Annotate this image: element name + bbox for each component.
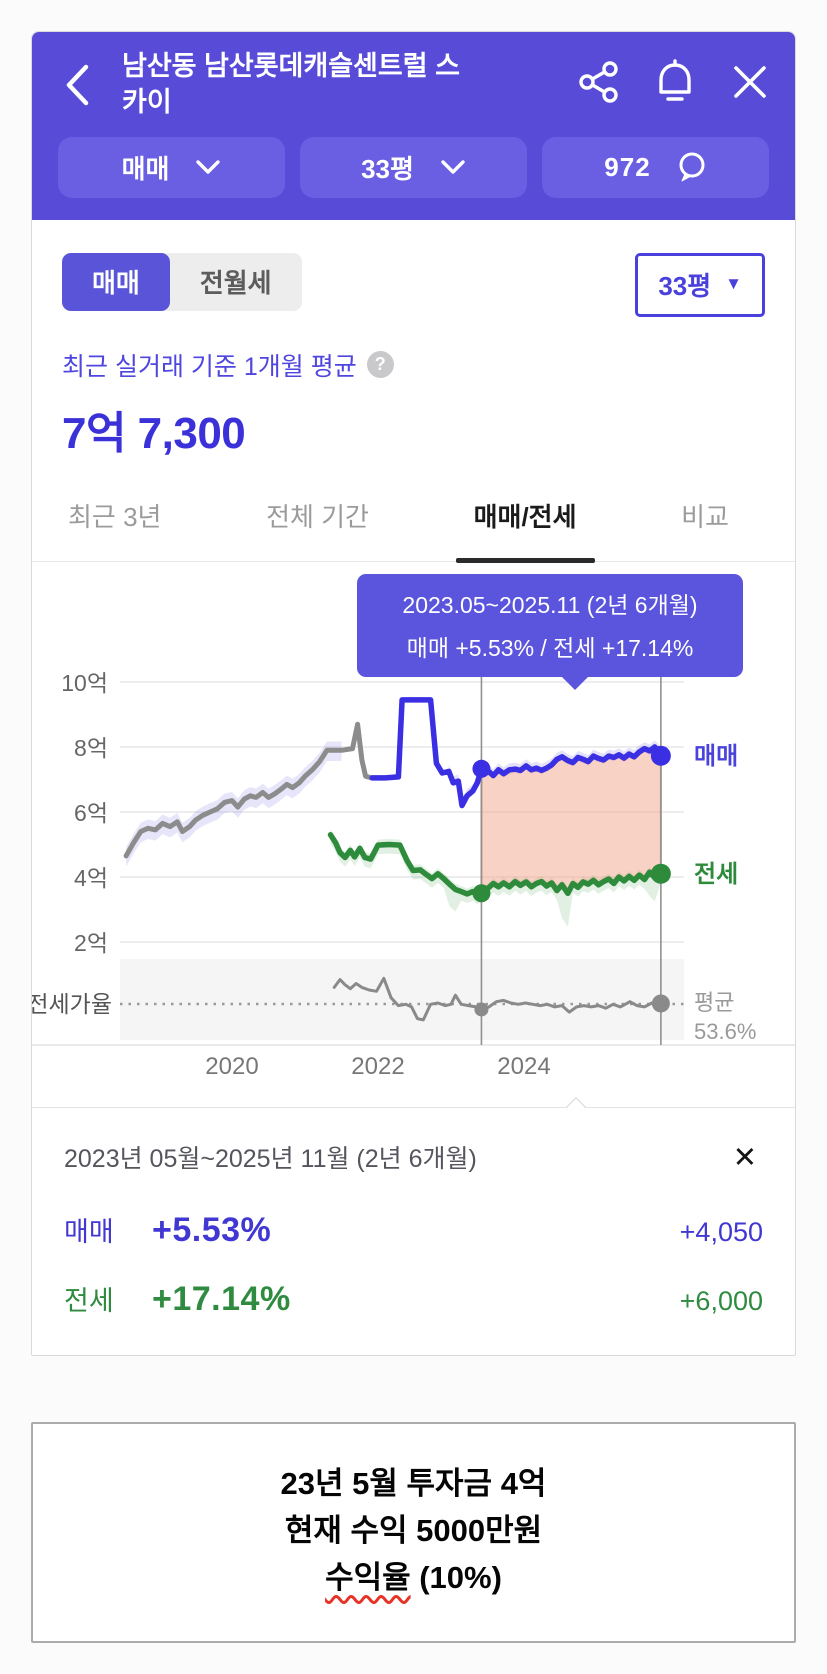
share-button[interactable] xyxy=(579,61,619,103)
toggle-rent[interactable]: 전월세 xyxy=(170,253,302,311)
lease-change-pct: +17.14% xyxy=(152,1279,291,1318)
sale-range-start-marker xyxy=(472,759,491,778)
size-select[interactable]: 33평 ▼ xyxy=(635,252,765,317)
average-price: 7억 7,300 xyxy=(62,408,246,458)
toggle-sale[interactable]: 매매 xyxy=(62,252,170,311)
lease-range-start-marker xyxy=(472,884,491,903)
speech-bubble-icon xyxy=(679,152,705,182)
share-icon xyxy=(579,61,618,103)
lease-series-label: 전세 xyxy=(694,861,738,888)
range-detail-panel: 2023년 05월~2025년 11월 (2년 6개월) ✕ 매매 +5.53%… xyxy=(32,1096,795,1355)
note-underlined-word: 수익율 xyxy=(325,1560,411,1596)
ratio-average-label: 평균 xyxy=(694,990,734,1015)
sale-change-pct: +5.53% xyxy=(152,1210,272,1249)
ratio-axis-label: 전세가율 xyxy=(32,991,112,1017)
chat-count-button[interactable]: 972 xyxy=(542,136,769,198)
range-tooltip-changes: 매매 +5.53% / 전세 +17.14% xyxy=(406,634,694,661)
lease-change-row: 전세 +17.14% +6,000 xyxy=(32,1279,795,1319)
ratio-range-end-marker xyxy=(651,994,670,1013)
x-axis-label: 2020 xyxy=(205,1053,258,1080)
sale-label: 매매 xyxy=(64,1216,114,1247)
app-header: 남산동 남산롯데캐슬센트럴 스카이 xyxy=(32,32,795,220)
y-axis-label: 10억 xyxy=(61,670,108,696)
chevron-down-icon xyxy=(196,160,221,175)
x-axis-label: 2022 xyxy=(351,1053,404,1080)
tab-all-period[interactable]: 전체 기간 xyxy=(264,491,371,561)
trade-type-dropdown[interactable]: 매매 xyxy=(58,136,285,198)
tab-recent-3y[interactable]: 최근 3년 xyxy=(66,491,163,561)
help-icon[interactable]: ? xyxy=(366,351,394,379)
price-trend-chart[interactable]: 2023.05~2025.11 (2년 6개월) 매매 +5.53% / 전세 … xyxy=(32,562,795,1083)
lease-label: 전세 xyxy=(64,1285,114,1316)
dropdown-arrow-icon: ▼ xyxy=(725,274,742,294)
note-line-1: 23년 5월 투자금 4억 xyxy=(280,1465,547,1501)
ratio-strip xyxy=(120,958,684,1040)
y-axis-label: 6억 xyxy=(74,800,108,826)
tooltip-pointer xyxy=(561,675,589,690)
x-axis-label: 2024 xyxy=(497,1053,550,1080)
size-dropdown-header[interactable]: 33평 xyxy=(300,136,527,198)
tab-sale-lease[interactable]: 매매/전세 xyxy=(455,491,595,563)
ratio-range-start-marker xyxy=(474,1002,489,1017)
alarm-button[interactable] xyxy=(653,59,697,105)
chat-count: 972 xyxy=(604,151,651,182)
annotation-card: 23년 5월 투자금 4억 현재 수익 5000만원 수익율 (10%) xyxy=(31,1421,796,1644)
sale-change-row: 매매 +5.53% +4,050 xyxy=(32,1210,795,1250)
sale-change-amount: +4,050 xyxy=(679,1216,763,1247)
note-line-2: 현재 수익 5000만원 xyxy=(284,1512,543,1548)
range-tooltip: 2023.05~2025.11 (2년 6개월) 매매 +5.53% / 전세 … xyxy=(357,573,743,690)
y-axis-label: 8억 xyxy=(74,735,108,761)
chevron-left-icon xyxy=(66,64,89,106)
close-icon xyxy=(734,66,766,98)
lease-range-end-marker xyxy=(650,863,671,884)
page-title: 남산동 남산롯데캐슬센트럴 스카이 xyxy=(122,51,460,117)
summary-panel: 매매 전월세 33평 ▼ 최근 실거래 기준 1개월 평균 ? 7억 7,300 xyxy=(32,220,795,461)
back-button[interactable] xyxy=(58,55,96,118)
y-axis-label: 4억 xyxy=(74,865,108,891)
note-line-3-rest: (10%) xyxy=(410,1560,502,1596)
sale-series-label: 매매 xyxy=(694,743,738,770)
y-axis-label: 2억 xyxy=(74,930,108,956)
chevron-down-icon xyxy=(441,160,465,175)
trade-type-value: 매매 xyxy=(121,153,170,184)
sale-line xyxy=(369,696,664,809)
range-tooltip-period: 2023.05~2025.11 (2년 6개월) xyxy=(402,591,698,618)
sale-line-prev xyxy=(123,721,375,859)
lease-change-amount: +6,000 xyxy=(679,1285,763,1316)
detail-period: 2023년 05월~2025년 11월 (2년 6개월) xyxy=(64,1145,477,1174)
size-select-value: 33평 xyxy=(658,270,712,301)
lease-line xyxy=(327,831,664,898)
detail-close-button[interactable]: ✕ xyxy=(727,1138,763,1177)
size-value: 33평 xyxy=(361,153,414,184)
app-card: 남산동 남산롯데캐슬센트럴 스카이 xyxy=(31,31,796,1356)
price-caption: 최근 실거래 기준 1개월 평균 xyxy=(62,352,357,381)
tab-compare[interactable]: 비교 xyxy=(679,491,731,561)
ratio-average-value: 53.6% xyxy=(694,1019,756,1044)
bell-icon xyxy=(659,59,691,101)
close-button[interactable] xyxy=(731,63,769,101)
note-line-3: 수익율 (10%) xyxy=(53,1554,774,1601)
sale-range-end-marker xyxy=(650,745,671,766)
chart-tabs: 최근 3년 전체 기간 매매/전세 비교 xyxy=(32,491,795,563)
trade-toggle: 매매 전월세 xyxy=(62,252,302,311)
